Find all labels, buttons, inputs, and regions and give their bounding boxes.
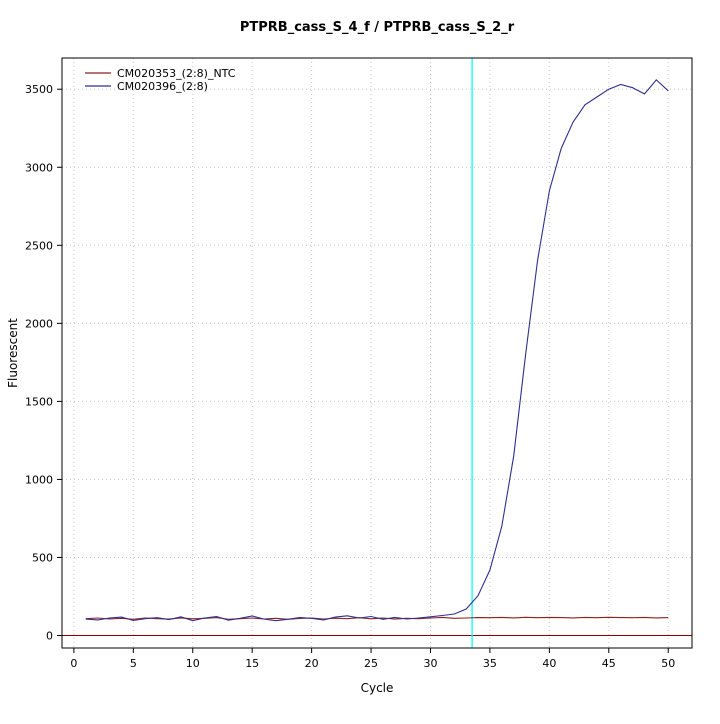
legend-label: CM020353_(2:8)_NTC [117, 67, 236, 80]
y-axis-label: Fluorescent [6, 318, 20, 388]
x-tick-label: 30 [423, 657, 437, 670]
y-tick-label: 500 [32, 551, 53, 564]
x-tick-label: 35 [483, 657, 497, 670]
x-tick-label: 25 [364, 657, 378, 670]
x-tick-label: 50 [661, 657, 675, 670]
plot-area: 0 5 10 15 20 25 30 35 40 45 5005001000150020002500… [25, 58, 692, 670]
chart-title: PTPRB_cass_S_4_f / PTPRB_cass_S_2_r [240, 20, 515, 35]
x-tick-label: 20 [305, 657, 319, 670]
legend-label: CM020396_(2:8) [117, 80, 208, 93]
x-axis-label: Cycle [361, 681, 394, 695]
y-tick-label: 0 [46, 630, 53, 643]
y-tick-label: 1000 [25, 473, 53, 486]
x-tick-label: 40 [542, 657, 556, 670]
x-tick-label: 10 [186, 657, 200, 670]
y-tick-label: 2000 [25, 317, 53, 330]
y-tick-label: 2500 [25, 239, 53, 252]
plot-border [61, 57, 693, 649]
x-tick-label: 15 [245, 657, 259, 670]
y-tick-label: 3000 [25, 161, 53, 174]
y-tick-label: 3500 [25, 83, 53, 96]
x-tick-label: 45 [602, 657, 616, 670]
series-line-CM020396_(2:8) [85, 79, 669, 622]
x-tick-label: 5 [130, 657, 137, 670]
x-tick-label: 0 [70, 657, 77, 670]
y-tick-label: 1500 [25, 395, 53, 408]
